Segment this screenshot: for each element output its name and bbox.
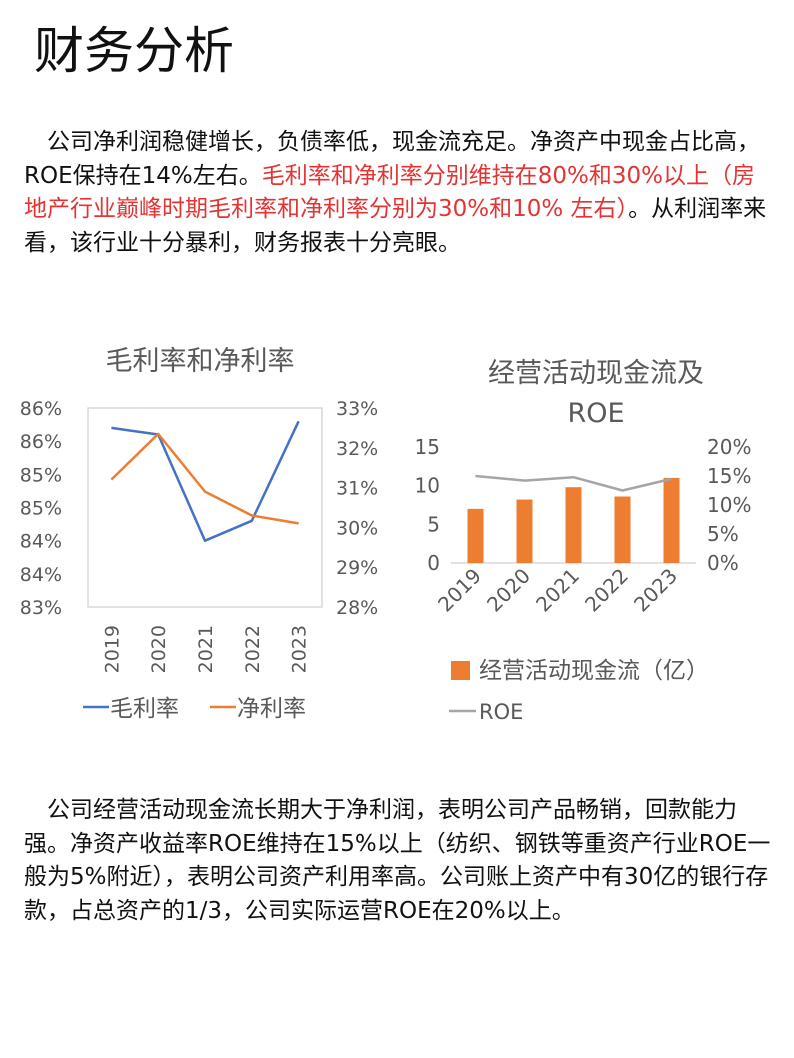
intro-highlight: 毛利率和净利率分别维持在80%和30%以上（房地产行业巅峰时期毛利率和净利率分别… bbox=[24, 162, 755, 223]
y-right-tick-label: 15% bbox=[707, 464, 751, 488]
chart-title: 毛利率和净利率 bbox=[106, 346, 295, 377]
y-right-tick-label: 29% bbox=[336, 557, 378, 579]
x-tick-label: 2020 bbox=[482, 564, 535, 617]
bar bbox=[516, 499, 533, 563]
chart-title-line2: ROE bbox=[567, 398, 624, 429]
bar bbox=[614, 496, 631, 563]
intro-paragraph: 公司净利润稳健增长，负债率低，现金流充足。净资产中现金占比高，ROE保持在14%… bbox=[24, 126, 776, 260]
y-right-tick-label: 32% bbox=[336, 438, 378, 460]
x-tick-label: 2021 bbox=[531, 564, 584, 617]
legend-marker-bars bbox=[451, 661, 470, 680]
series-line-2 bbox=[110, 432, 299, 525]
y-left-tick-label: 86% bbox=[20, 431, 62, 453]
legend-label-bars: 经营活动现金流（亿） bbox=[479, 658, 709, 684]
y-right-tick-label: 33% bbox=[336, 398, 378, 420]
y-right-tick-label: 28% bbox=[336, 597, 378, 619]
page-title: 财务分析 bbox=[34, 22, 234, 80]
y-right-tick-label: 10% bbox=[707, 493, 751, 517]
x-tick-label: 2019 bbox=[101, 625, 123, 673]
legend-label-roe: ROE bbox=[479, 700, 523, 724]
y-left-tick-label: 0 bbox=[427, 551, 440, 575]
y-right-tick-label: 30% bbox=[336, 517, 378, 539]
intro-text-end: 。从利润率来看，该行业十分暴利，财务报表十分亮眼。 bbox=[24, 196, 767, 256]
x-tick-label: 2020 bbox=[148, 625, 170, 673]
y-left-tick-label: 84% bbox=[20, 564, 62, 586]
y-left-tick-label: 85% bbox=[20, 498, 62, 520]
legend-label-1: 毛利率 bbox=[110, 696, 179, 722]
legend-label-2: 净利率 bbox=[237, 696, 306, 722]
y-left-tick-label: 15 bbox=[415, 435, 440, 459]
bar bbox=[467, 508, 484, 563]
y-left-tick-label: 83% bbox=[20, 597, 62, 619]
x-tick-label: 2022 bbox=[242, 625, 264, 673]
bar bbox=[663, 477, 680, 563]
y-left-tick-label: 10 bbox=[415, 474, 440, 498]
y-left-tick-label: 5 bbox=[427, 512, 440, 536]
conclusion-paragraph: 公司经营活动现金流长期大于净利润，表明公司产品畅销，回款能力强。净资产收益率RO… bbox=[24, 794, 776, 928]
chart-title-line1: 经营活动现金流及 bbox=[488, 358, 704, 389]
y-right-tick-label: 20% bbox=[707, 435, 751, 459]
plot-area bbox=[87, 407, 323, 608]
y-left-tick-label: 86% bbox=[20, 398, 62, 420]
conclusion-text: 公司经营活动现金流长期大于净利润，表明公司产品畅销，回款能力强。净资产收益率RO… bbox=[24, 797, 771, 924]
y-right-tick-label: 0% bbox=[707, 551, 739, 575]
cashflow-roe-chart: 经营活动现金流及ROE0510150%5%10%15%20%2019202020… bbox=[415, 358, 752, 724]
y-left-tick-label: 85% bbox=[20, 464, 62, 486]
margin-chart: 毛利率和净利率 86% 86% 85% 85% 84% 84% 83% 33% 32% 31% 30%… bbox=[20, 346, 378, 722]
x-tick-label: 2019 bbox=[433, 564, 486, 617]
y-right-tick-label: 31% bbox=[336, 478, 378, 500]
x-tick-label: 2021 bbox=[195, 625, 217, 673]
x-tick-label: 2022 bbox=[580, 564, 633, 617]
y-right-tick-label: 5% bbox=[707, 522, 739, 546]
x-tick-label: 2023 bbox=[629, 564, 682, 617]
roe-line bbox=[475, 474, 672, 492]
bar bbox=[565, 487, 582, 563]
x-tick-label: 2023 bbox=[289, 625, 311, 673]
y-left-tick-label: 84% bbox=[20, 531, 62, 553]
intro-text: 公司净利润稳健增长，负债率低，现金流充足。净资产中现金占比高，ROE保持在14%… bbox=[24, 129, 760, 189]
series-line-1 bbox=[111, 420, 300, 542]
